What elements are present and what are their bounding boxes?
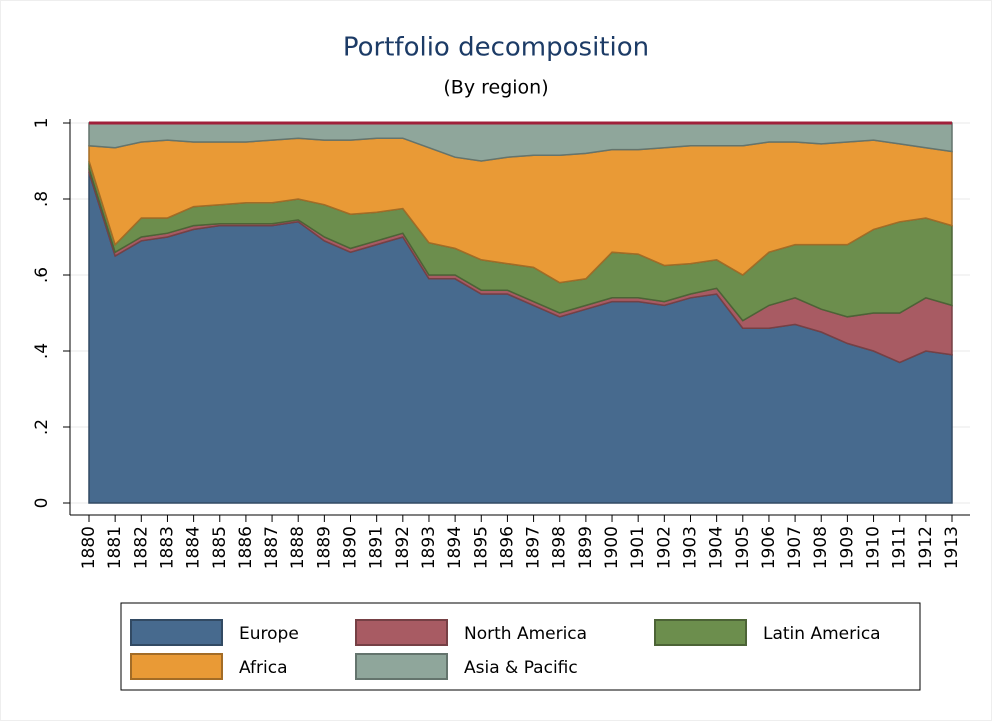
y-tick-label: .6 [32, 267, 52, 283]
x-tick-label: 1881 [105, 526, 125, 569]
legend-swatch [130, 653, 223, 680]
x-tick-label: 1884 [184, 526, 204, 569]
y-tick-label: .8 [32, 191, 52, 207]
x-tick-label: 1895 [471, 526, 491, 569]
y-tick-label: .2 [32, 419, 52, 435]
x-tick-label: 1909 [837, 526, 857, 569]
legend-swatch [355, 619, 448, 646]
x-tick-label: 1889 [314, 526, 334, 569]
chart-title: Portfolio decomposition [343, 33, 649, 63]
x-tick-label: 1913 [942, 526, 962, 569]
x-tick-label: 1893 [419, 526, 439, 569]
x-tick-label: 1892 [393, 526, 413, 569]
legend-label: North America [464, 624, 587, 644]
x-tick-label: 1901 [628, 526, 648, 569]
y-tick-label: .4 [32, 343, 52, 359]
x-tick-label: 1885 [210, 526, 230, 569]
x-tick-label: 1883 [157, 526, 177, 569]
x-tick-label: 1904 [707, 526, 727, 569]
x-tick-label: 1890 [341, 526, 361, 569]
legend-label: Africa [239, 658, 288, 678]
x-tick-label: 1908 [811, 526, 831, 569]
x-tick-label: 1882 [131, 526, 151, 569]
x-tick-label: 1888 [288, 526, 308, 569]
x-tick-label: 1886 [236, 526, 256, 569]
x-tick-label: 1880 [79, 526, 99, 569]
legend-swatch [130, 619, 223, 646]
x-tick-label: 1912 [916, 526, 936, 569]
x-tick-label: 1891 [367, 526, 387, 569]
x-tick-label: 1903 [680, 526, 700, 569]
x-tick-label: 1900 [602, 526, 622, 569]
x-tick-label: 1894 [445, 526, 465, 569]
chart-subtitle: (By region) [443, 77, 548, 99]
legend-label: Latin America [763, 624, 881, 644]
y-tick-label: 1 [32, 118, 52, 129]
legend-label: Europe [239, 624, 299, 644]
x-tick-label: 1899 [576, 526, 596, 569]
x-tick-label: 1910 [864, 526, 884, 569]
x-tick-label: 1911 [890, 526, 910, 569]
x-tick-label: 1897 [524, 526, 544, 569]
y-tick-label: 0 [32, 498, 52, 509]
x-tick-label: 1907 [785, 526, 805, 569]
legend-swatch [355, 653, 448, 680]
x-tick-label: 1896 [497, 526, 517, 569]
legend-swatch [654, 619, 747, 646]
x-tick-label: 1902 [654, 526, 674, 569]
x-tick-label: 1887 [262, 526, 282, 569]
x-tick-label: 1906 [759, 526, 779, 569]
legend-label: Asia & Pacific [464, 658, 578, 678]
legend-box [120, 602, 921, 691]
x-tick-label: 1898 [550, 526, 570, 569]
x-tick-label: 1905 [733, 526, 753, 569]
